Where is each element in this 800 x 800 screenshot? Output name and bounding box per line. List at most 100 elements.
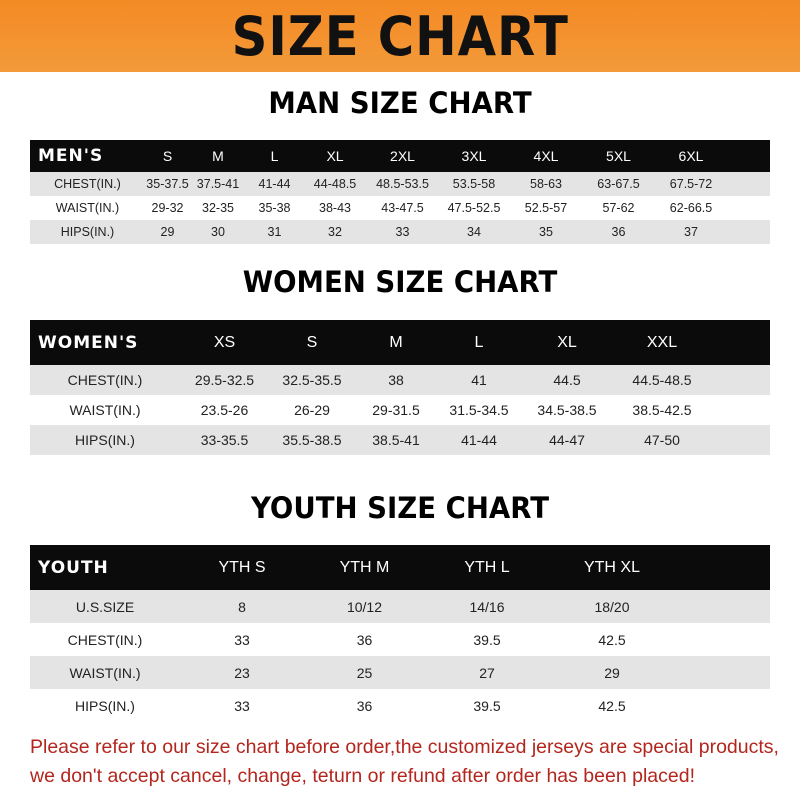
size-header-cell: 6XL [678, 148, 704, 164]
table-cell: 31 [267, 225, 282, 239]
table-cell: 29 [160, 225, 175, 239]
table-cell: 33 [234, 631, 250, 648]
table-cell: 41-44 [461, 432, 497, 448]
size-header-cell: S [306, 333, 318, 351]
row-label: CHEST(IN.) [54, 177, 121, 191]
banner-title: SIZE CHART [231, 4, 569, 68]
table-row: WAIST(IN.) 23 25 27 29 [30, 656, 770, 689]
men-size-table: MEN'S S M L XL 2XL 3XL 4XL 5XL 6XL CHEST(IN.) 35-37… [30, 140, 770, 244]
table-cell: 42.5 [598, 697, 626, 714]
table-cell: 35-37.5 [146, 177, 189, 191]
table-cell: 58-63 [530, 177, 562, 191]
table-cell: 29-32 [151, 201, 184, 215]
size-header-cell: YTH S [218, 558, 266, 576]
table-cell: 8 [238, 598, 246, 615]
table-cell: 35.5-38.5 [282, 432, 342, 448]
table-cell: 18/20 [594, 598, 630, 615]
size-header-cell: 2XL [390, 148, 415, 164]
table-cell: 42.5 [598, 631, 626, 648]
row-label: CHEST(IN.) [67, 372, 143, 388]
table-cell: 23 [234, 664, 250, 681]
table-cell: 29.5-32.5 [194, 372, 255, 388]
table-cell: 52.5-57 [524, 201, 568, 215]
size-header-cell: XS [213, 333, 236, 351]
size-header-cell: M [212, 148, 224, 164]
size-header-cell: YTH L [464, 558, 510, 576]
table-cell: 23.5-26 [200, 402, 249, 418]
row-label: HIPS(IN.) [60, 225, 115, 239]
size-header-cell: S [162, 148, 173, 164]
table-header-row: MEN'S S M L XL 2XL 3XL 4XL 5XL 6XL [30, 140, 770, 172]
table-cell: 44.5-48.5 [632, 372, 692, 388]
table-row: HIPS(IN.) 33 36 39.5 42.5 [30, 689, 770, 722]
table-cell: 36 [356, 697, 373, 714]
youth-size-table: YOUTH YTH S YTH M YTH L YTH XL U.S.SIZE 8 10/12… [30, 545, 770, 722]
order-note-line-1: Please refer to our size chart before or… [30, 736, 779, 758]
row-label: WAIST(IN.) [69, 664, 141, 681]
row-label: WAIST(IN.) [69, 402, 141, 418]
table-cell: 57-62 [602, 201, 635, 215]
table-row: WAIST(IN.) 23.5-26 26-29 29-31.5 31.5-34.5 34… [30, 395, 770, 425]
table-cell: 67.5-72 [669, 177, 713, 191]
table-cell: 14/16 [469, 598, 505, 615]
size-header-cell: YTH XL [583, 558, 640, 576]
men-heading: MAN SIZE CHART [268, 86, 532, 120]
table-cell: 27 [479, 664, 495, 681]
table-cell: 35 [539, 225, 553, 239]
table-cell: 63-67.5 [597, 177, 640, 191]
table-cell: 32-35 [202, 201, 234, 215]
size-header-cell: 3XL [461, 148, 487, 164]
table-cell: 47-50 [644, 432, 680, 448]
row-label: U.S.SIZE [75, 598, 135, 615]
women-heading: WOMEN SIZE CHART [242, 265, 558, 299]
table-row: WAIST(IN.) 29-32 32-35 35-38 38-43 43-47.5 47.… [30, 196, 770, 220]
row-label: HIPS(IN.) [75, 697, 135, 714]
table-cell: 36 [611, 225, 626, 239]
table-cell: 47.5-52.5 [447, 201, 501, 215]
table-row: CHEST(IN.) 29.5-32.5 32.5-35.5 38 41 44.5 44.5… [30, 365, 770, 395]
table-cell: 38-43 [319, 201, 351, 215]
table-cell: 39.5 [473, 631, 501, 648]
size-header-cell: L [474, 333, 484, 351]
row-label: HIPS(IN.) [75, 432, 135, 448]
title-banner: SIZE CHART [0, 0, 800, 72]
table-row: CHEST(IN.) 35-37.5 37.5-41 41-44 44-48.5 48.5… [30, 172, 770, 196]
table-cell: 43-47.5 [381, 201, 424, 215]
table-cell: 62-66.5 [669, 201, 713, 215]
table-cell: 29 [604, 664, 620, 681]
table-cell: 26-29 [294, 402, 330, 418]
size-header-cell: 4XL [533, 148, 559, 164]
size-header-cell: XXL [646, 333, 678, 351]
table-cell: 10/12 [346, 598, 383, 615]
table-cell: 29-31.5 [372, 402, 420, 418]
table-cell: 31.5-34.5 [449, 402, 509, 418]
table-cell: 36 [356, 631, 373, 648]
header-label: YOUTH [38, 557, 109, 578]
row-label: CHEST(IN.) [67, 631, 143, 648]
table-cell: 53.5-58 [452, 177, 496, 191]
header-label: WOMEN'S [38, 332, 139, 353]
size-header-cell: XL [557, 333, 577, 351]
size-header-cell: 5XL [606, 148, 631, 164]
size-header-cell: L [270, 148, 279, 164]
table-cell: 44-48.5 [313, 177, 357, 191]
table-cell: 37 [684, 225, 698, 239]
table-cell: 38 [388, 372, 404, 388]
table-cell: 33 [395, 225, 410, 239]
women-size-table: WOMEN'S XS S M L XL XXL CHEST(IN.) 29.5-32.5 32.5… [30, 320, 770, 455]
table-cell: 33-35.5 [200, 432, 249, 448]
table-cell: 33 [234, 697, 250, 714]
youth-heading: YOUTH SIZE CHART [250, 491, 550, 525]
table-row: CHEST(IN.) 33 36 39.5 42.5 [30, 623, 770, 656]
table-cell: 44.5 [553, 372, 581, 388]
table-cell: 34 [467, 225, 481, 239]
table-header-row: YOUTH YTH S YTH M YTH L YTH XL [30, 545, 770, 590]
table-cell: 32.5-35.5 [282, 372, 342, 388]
order-note: Please refer to our size chart before or… [30, 733, 790, 791]
table-cell: 32 [328, 225, 342, 239]
table-cell: 41 [471, 372, 487, 388]
table-cell: 30 [211, 225, 225, 239]
order-note-line-2: we don't accept cancel, change, teturn o… [30, 765, 695, 787]
table-header-row: WOMEN'S XS S M L XL XXL [30, 320, 770, 365]
table-cell: 44-47 [549, 432, 585, 448]
